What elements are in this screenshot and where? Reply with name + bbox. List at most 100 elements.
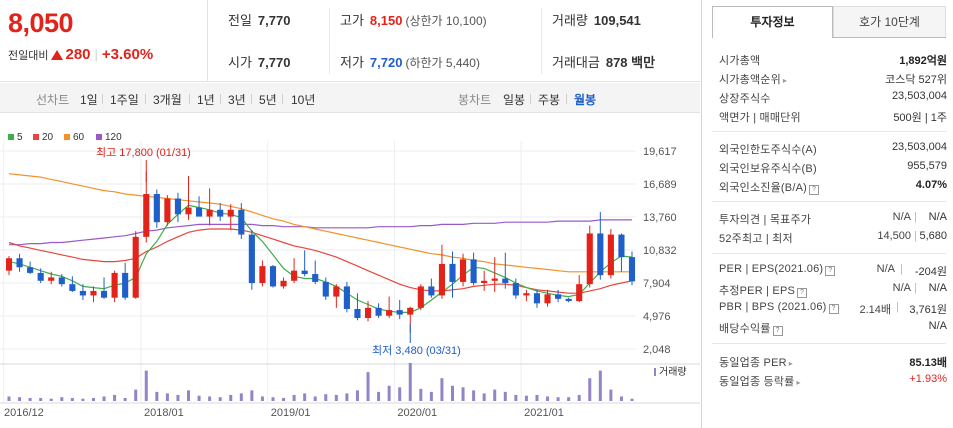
volume-bar bbox=[493, 389, 497, 401]
volume-bar bbox=[419, 388, 423, 401]
x-tick-label: 2020/01 bbox=[397, 407, 437, 419]
volume-bar bbox=[123, 397, 127, 401]
volume-bar bbox=[144, 370, 148, 401]
help-icon[interactable]: ? bbox=[828, 304, 839, 314]
stock-candlestick-chart[interactable]: 5 20 60 120 19,617 16,689 13,760 10,832 7,90… bbox=[0, 114, 700, 428]
legend-ma5-swatch bbox=[8, 134, 14, 140]
candle-body bbox=[565, 298, 572, 302]
legend-ma120-label: 120 bbox=[105, 132, 122, 143]
stat-trade-amount: 거래대금 878 백만 bbox=[552, 55, 656, 70]
candle-body bbox=[280, 280, 287, 287]
change-label: 전일대비 bbox=[8, 50, 49, 62]
volume-bar bbox=[208, 396, 212, 401]
line-chart-label: 선차트 bbox=[36, 93, 70, 107]
row-par-value: 액면가 | 매매단위 500원 | 1주 bbox=[719, 112, 947, 124]
help-icon[interactable]: ? bbox=[808, 185, 819, 195]
candle-chart-label: 봉차트 bbox=[458, 93, 492, 107]
range-1d[interactable]: 1일 bbox=[80, 93, 98, 107]
range-10y[interactable]: 10년 bbox=[291, 93, 316, 107]
tab-investment-info[interactable]: 투자정보 bbox=[712, 6, 833, 38]
volume-bar bbox=[429, 391, 433, 401]
volume-bar bbox=[165, 393, 169, 401]
help-icon[interactable]: ? bbox=[772, 326, 783, 336]
volume-bar bbox=[91, 397, 95, 401]
row-industry-change[interactable]: 동일업종 등락률 ▸ +1.93% bbox=[719, 373, 947, 388]
legend-ma5-label: 5 bbox=[17, 132, 23, 143]
volume-bar bbox=[271, 397, 275, 401]
volume-bar bbox=[345, 393, 349, 401]
candle-body bbox=[185, 207, 192, 215]
volume-bar bbox=[229, 394, 233, 401]
volume-bar bbox=[218, 397, 222, 401]
candle-body bbox=[153, 194, 160, 223]
stat-volume: 거래량 109,541 bbox=[552, 13, 641, 28]
volume-bar bbox=[535, 394, 539, 401]
stat-open: 시가 7,770 bbox=[228, 55, 291, 70]
row-foreign-ratio: 외국인소진율(B/A)? 4.07% bbox=[719, 179, 947, 195]
volume-bar bbox=[197, 395, 201, 401]
range-5y[interactable]: 5년 bbox=[259, 93, 277, 107]
price-change: 전일대비 280 | +3.60% bbox=[8, 46, 154, 63]
investment-info-panel: 투자정보 호가 10단계 시가총액 1,892억원 시가총액순위 ▸ 코스닥 527위… bbox=[701, 0, 953, 428]
candle-body bbox=[37, 272, 44, 281]
candle-body bbox=[470, 259, 477, 284]
candle-body bbox=[597, 233, 604, 276]
candle-daily[interactable]: 일봉 bbox=[503, 93, 526, 107]
help-icon[interactable]: ? bbox=[825, 266, 836, 276]
volume-bar bbox=[282, 397, 286, 401]
row-market-cap-rank[interactable]: 시가총액순위 ▸ 코스닥 527위 bbox=[719, 74, 947, 86]
volume-bar bbox=[303, 393, 307, 401]
row-pbr-bps: PBR | BPS (2021.06)? 2.14배 | 3,761원 bbox=[719, 301, 947, 316]
row-industry-per[interactable]: 동일업종 PER ▸ 85.13배 bbox=[719, 357, 947, 369]
candle-body bbox=[322, 281, 329, 297]
candle-body bbox=[16, 258, 23, 268]
volume-bar bbox=[187, 390, 191, 401]
y-tick-label: 19,617 bbox=[643, 146, 677, 158]
price-stats: 전일 7,770 고가 8,150 (상한가 10,100) 거래량 109,541 시… bbox=[208, 0, 700, 82]
candle-body bbox=[143, 194, 150, 237]
volume-bar bbox=[450, 385, 454, 401]
volume-bar bbox=[556, 397, 560, 401]
candle-body bbox=[523, 293, 530, 296]
caret-right-icon: ▸ bbox=[796, 378, 801, 387]
volume-bar bbox=[609, 389, 613, 401]
row-market-cap: 시가총액 1,892억원 bbox=[719, 55, 947, 67]
range-3y[interactable]: 3년 bbox=[228, 93, 246, 107]
stat-low: 저가 7,720 (하한가 5,440) bbox=[340, 55, 480, 70]
range-1w[interactable]: 1주일 bbox=[110, 93, 139, 107]
volume-bar bbox=[387, 385, 391, 401]
row-foreign-limit: 외국인한도주식수(A) 23,503,004 bbox=[719, 141, 947, 156]
y-tick-label: 2,048 bbox=[643, 344, 671, 356]
y-axis-labels: 19,617 16,689 13,760 10,832 7,904 4,976 2,048 bbox=[643, 146, 677, 356]
candle-monthly[interactable]: 월봉 bbox=[574, 93, 597, 107]
candle-weekly[interactable]: 주봉 bbox=[538, 93, 561, 107]
candle-body bbox=[48, 277, 55, 281]
candle-body bbox=[417, 286, 424, 308]
y-tick-label: 7,904 bbox=[643, 278, 671, 290]
range-1y[interactable]: 1년 bbox=[197, 93, 215, 107]
help-icon[interactable]: ? bbox=[797, 288, 808, 298]
volume-bars bbox=[7, 363, 634, 401]
legend-ma60-swatch bbox=[64, 134, 70, 140]
x-tick-label: 2018/01 bbox=[144, 407, 184, 419]
volume-bar bbox=[514, 394, 518, 401]
candle-body bbox=[291, 270, 298, 281]
volume-bar bbox=[292, 394, 296, 401]
range-3m[interactable]: 3개월 bbox=[153, 93, 182, 107]
tab-order-book[interactable]: 호가 10단계 bbox=[833, 6, 946, 38]
candle-body bbox=[438, 263, 445, 296]
candle-body bbox=[174, 198, 182, 215]
candle-body bbox=[354, 308, 361, 318]
volume-bar bbox=[113, 394, 117, 401]
volume-bar bbox=[60, 397, 64, 401]
candle-body bbox=[618, 234, 625, 258]
chart-legend: 5 20 60 120 bbox=[8, 132, 122, 143]
candle-body bbox=[628, 257, 636, 282]
caret-right-icon: ▸ bbox=[788, 359, 793, 368]
candle-body bbox=[248, 234, 255, 284]
candle-body bbox=[69, 284, 76, 291]
volume-bar bbox=[250, 390, 254, 401]
candle-body bbox=[259, 266, 266, 284]
row-52week-range: 52주최고 | 최저 14,500 | 5,680 bbox=[719, 230, 947, 245]
x-tick-label: 2021/01 bbox=[524, 407, 564, 419]
